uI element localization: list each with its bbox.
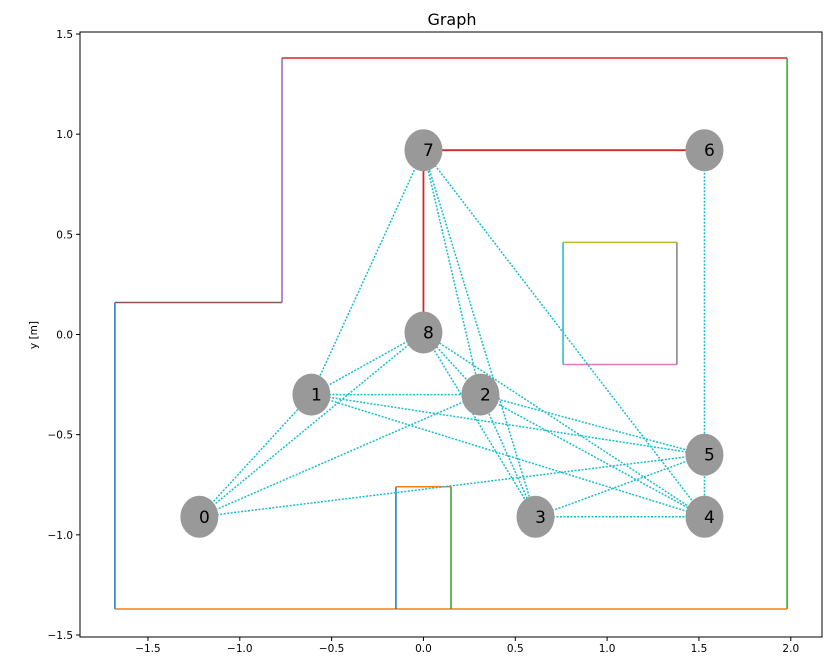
y-tick-label: −1.0	[48, 530, 74, 542]
node-label-2: 2	[480, 386, 491, 406]
node-label-4: 4	[704, 508, 715, 528]
graph-node-8	[404, 311, 443, 354]
graph-node-2	[461, 373, 500, 416]
x-tick-label: −1.5	[135, 643, 161, 655]
graph-edge-0-8	[198, 331, 424, 518]
node-label-0: 0	[199, 508, 210, 528]
y-axis: −1.5 −1.0 −0.5 0.0 0.5 1.0 1.5	[48, 29, 80, 642]
node-label-6: 6	[704, 141, 715, 161]
walls-group	[114, 57, 788, 610]
y-tick-label: 0.0	[56, 330, 73, 342]
graph-edge-2-7	[422, 150, 482, 395]
graph-edge-4-7	[422, 149, 706, 518]
x-tick-label: 1.5	[691, 643, 708, 655]
x-tick-label: −0.5	[319, 643, 345, 655]
graph-edge-0-5	[199, 453, 705, 518]
path-edges-group	[422, 149, 705, 333]
graph-edge-2-4	[480, 393, 705, 518]
graph-node-6	[685, 129, 724, 172]
graph-edge-2-3	[479, 394, 537, 518]
node-label-7: 7	[423, 141, 434, 161]
graph-node-0	[180, 495, 219, 538]
x-tick-label: 0.5	[507, 643, 524, 655]
y-tick-label: −1.5	[48, 630, 74, 642]
y-tick-label: −0.5	[48, 430, 74, 442]
graph-edge-0-2	[199, 393, 481, 518]
node-label-8: 8	[423, 323, 434, 343]
edges-group	[198, 149, 706, 518]
x-tick-label: 2.0	[782, 643, 799, 655]
y-axis-label: y [m]	[28, 321, 40, 349]
graph-edge-1-8	[311, 331, 424, 396]
y-tick-label: 0.5	[56, 229, 73, 241]
x-tick-label: −1.0	[227, 643, 253, 655]
graph-edge-3-5	[535, 453, 705, 518]
y-tick-label: 1.0	[56, 129, 73, 141]
graph-edge-3-7	[422, 149, 537, 518]
graph-node-5	[685, 433, 724, 476]
chart-title: Graph	[427, 10, 476, 29]
y-tick-label: 1.5	[56, 29, 73, 41]
graph-node-1	[292, 373, 331, 416]
graph-node-7	[404, 129, 443, 172]
graph-edge-1-7	[310, 149, 425, 395]
graph-edge-3-8	[422, 332, 537, 518]
nodes-group: 0 1 2 3 4 5 6 7 8	[180, 129, 724, 538]
x-tick-label: 1.0	[599, 643, 616, 655]
graph-node-3	[516, 495, 555, 538]
node-label-5: 5	[704, 446, 715, 466]
x-tick-label: 0.0	[415, 643, 432, 655]
graph-edge-0-1	[198, 394, 312, 518]
x-axis: −1.5 −1.0 −0.5 0.0 0.5 1.0 1.5 2.0	[135, 637, 799, 655]
graph-edge-2-5	[480, 393, 705, 456]
node-label-1: 1	[311, 386, 322, 406]
graph-node-4	[685, 495, 724, 538]
graph-edge-4-8	[423, 331, 705, 518]
node-label-3: 3	[535, 508, 546, 528]
